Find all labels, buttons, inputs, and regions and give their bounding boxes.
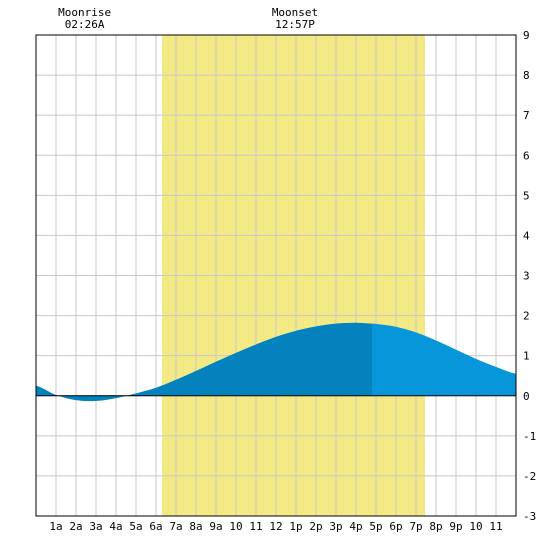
x-tick-label: 4p xyxy=(349,520,362,533)
y-tick-label: 9 xyxy=(523,29,530,42)
x-tick-label: 9a xyxy=(209,520,222,533)
y-tick-label: 1 xyxy=(523,350,530,363)
tide-area-falling xyxy=(372,323,516,396)
moonrise-name: Moonrise xyxy=(58,6,111,19)
plot-frame xyxy=(35,34,517,517)
x-tick-label: 10 xyxy=(229,520,242,533)
x-tick-label: 1p xyxy=(289,520,302,533)
y-tick-label: 2 xyxy=(523,310,530,323)
x-tick-label: 7a xyxy=(169,520,182,533)
x-tick-label: 11 xyxy=(249,520,262,533)
x-tick-label: 3p xyxy=(329,520,342,533)
y-tick-label: 4 xyxy=(523,229,530,242)
x-tick-label: 10 xyxy=(469,520,482,533)
x-tick-label: 11 xyxy=(489,520,502,533)
y-tick-label: -3 xyxy=(523,510,536,523)
y-tick-label: 3 xyxy=(523,270,530,283)
moonset-name: Moonset xyxy=(272,6,318,19)
x-tick-label: 6p xyxy=(389,520,402,533)
x-axis-labels: 1a 2a 3a 4a 5a 6a 7a 8a 9a 10 11 12 1p 2p 3p 4p 5p 6p 7p 8p… xyxy=(49,520,502,533)
moonrise-time: 02:26A xyxy=(65,18,105,31)
x-tick-label: 2p xyxy=(309,520,322,533)
x-tick-label: 5p xyxy=(369,520,382,533)
x-tick-label: 1a xyxy=(49,520,62,533)
y-tick-label: 8 xyxy=(523,69,530,82)
x-tick-label: 8p xyxy=(429,520,442,533)
x-tick-label: 12 xyxy=(269,520,282,533)
y-axis-labels: -3 -2 -1 0 1 2 3 4 5 6 7 8 9 xyxy=(523,29,536,523)
x-tick-label: 5a xyxy=(129,520,142,533)
y-tick-label: 6 xyxy=(523,149,530,162)
y-tick-label: 0 xyxy=(523,390,530,403)
x-tick-label: 9p xyxy=(449,520,462,533)
tide-area-rising xyxy=(36,322,372,402)
moon-events: Moonrise 02:26A Moonset 12:57P xyxy=(58,6,318,31)
moonset-time: 12:57P xyxy=(275,18,315,31)
grid xyxy=(36,35,516,516)
y-tick-label: -2 xyxy=(523,470,536,483)
y-tick-label: 5 xyxy=(523,189,530,202)
x-tick-label: 3a xyxy=(89,520,102,533)
y-tick-label: -1 xyxy=(523,430,536,443)
y-tick-label: 7 xyxy=(523,109,530,122)
x-tick-label: 8a xyxy=(189,520,202,533)
x-tick-label: 6a xyxy=(149,520,162,533)
x-tick-label: 4a xyxy=(109,520,122,533)
x-tick-label: 2a xyxy=(69,520,82,533)
x-tick-label: 7p xyxy=(409,520,422,533)
